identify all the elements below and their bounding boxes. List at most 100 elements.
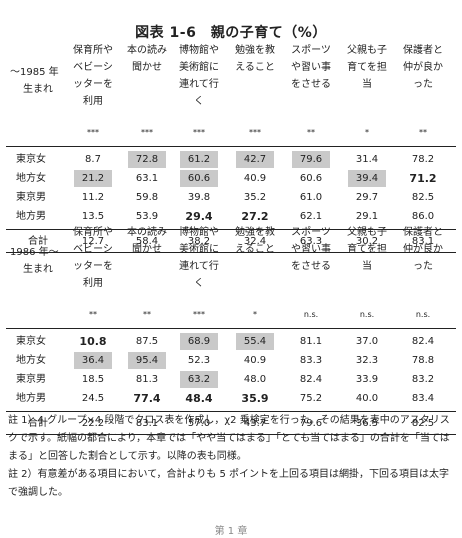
cohort-label-line: ～1985 年 [10, 67, 59, 78]
table-cell: 48.4 [185, 392, 213, 405]
total-cell: 58.4 [135, 236, 159, 247]
table-header: ～1985 年生まれ 保育所や ベビーシ ッターを 利用 *** 本の読み 聞かせ *** 博物館… [6, 42, 456, 142]
page-footer-partial: 第 1 章 [214, 526, 248, 537]
column-header-line: 聞かせ [132, 62, 162, 73]
table-row: 東京女 10.8 87.5 68.9 55.4 81.1 37.0 82.4 [6, 332, 456, 351]
significance-mark: *** [87, 128, 99, 137]
table-cell: 40.9 [243, 173, 267, 184]
table-cell: 21.2 [74, 170, 112, 187]
column-header: 本の読み 聞かせ [122, 224, 172, 258]
table-cell: 68.9 [180, 333, 218, 350]
bottom-rule [6, 434, 456, 435]
table-row: 地方男 24.5 77.4 48.4 35.9 75.2 40.0 83.4 [6, 389, 456, 408]
table-cell: 86.0 [411, 211, 435, 222]
column-header-line: ベビーシ [73, 62, 113, 73]
column-header-line: えること [235, 62, 275, 73]
significance-mark: ** [143, 310, 151, 319]
table-cell: 82.5 [411, 192, 435, 203]
table-cell: 82.4 [299, 374, 323, 385]
total-label: 合計 [28, 418, 48, 429]
table-cell: 59.8 [135, 192, 159, 203]
cohort-label: 1986 年～ 生まれ [10, 244, 66, 278]
column-header-line: 保育所や [73, 45, 113, 56]
column-header-line: ベビーシ [73, 244, 113, 255]
total-cell: 79.6 [299, 418, 323, 429]
table-cell: 81.1 [299, 336, 323, 347]
column-header-line: スポーツ [291, 45, 331, 56]
column-header-line: 育てを担 [347, 62, 387, 73]
significance-mark: ** [307, 128, 315, 137]
table-cell: 29.4 [185, 210, 213, 223]
significance-mark: *** [141, 128, 153, 137]
column-header-line: った [413, 261, 433, 272]
column-header: 父親も子 育てを担当 [342, 224, 392, 275]
note-2: 註 2）有意差がある項目において，合計よりも 5 ポイントを上回る項目は網掛，下… [8, 469, 450, 498]
cohort-label-line: 1986 年～ [10, 247, 59, 258]
total-cell: 82.5 [411, 418, 435, 429]
total-cell: 43.7 [243, 418, 267, 429]
total-cell: 12.7 [81, 236, 105, 247]
table-cell: 32.3 [355, 355, 379, 366]
column-header-line: 利用 [83, 278, 103, 289]
table-cell: 71.2 [409, 172, 437, 185]
significance-mark: *** [249, 128, 261, 137]
table-cell: 83.2 [411, 374, 435, 385]
column-header-line: 育てを担 [347, 244, 387, 255]
row-label: 地方男 [16, 393, 46, 404]
table-cell: 61.2 [180, 151, 218, 168]
significance-mark: n.s. [415, 310, 431, 319]
column-header-line: 保護者と [403, 45, 443, 56]
significance-mark: ** [89, 310, 97, 319]
column-header-line: ッターを [73, 79, 113, 90]
column-header-line: や習い事 [291, 244, 331, 255]
significance-mark: n.s. [359, 310, 375, 319]
table-row: 東京女 8.7 72.8 61.2 42.7 79.6 31.4 78.2 [6, 150, 456, 169]
table-cell: 40.0 [355, 393, 379, 404]
table-cell: 24.5 [81, 393, 105, 404]
table-cell: 83.4 [411, 393, 435, 404]
table-cell: 95.4 [128, 352, 166, 369]
total-row: 合計 22.2 83.1 57.0 43.7 79.6 36.5 82.5 [6, 414, 456, 433]
column-header-line: 当 [362, 261, 372, 272]
table-row: 地方女 36.4 95.4 52.3 40.9 83.3 32.3 78.8 [6, 351, 456, 370]
table-cell: 13.5 [81, 211, 105, 222]
total-cell: 32.4 [243, 236, 267, 247]
column-header-line: 当 [362, 79, 372, 90]
table-cell: 39.4 [348, 170, 386, 187]
column-header-line: をさせる [291, 261, 331, 272]
column-header: 本の読み 聞かせ [122, 42, 172, 76]
row-label: 東京女 [16, 154, 46, 165]
table-cell: 60.6 [180, 170, 218, 187]
column-header-line: ッターを [73, 261, 113, 272]
note-1: 註 1）4 グループ×4 段階でクロス表を作成し，χ2 乗検定を行った。その結果… [8, 415, 450, 462]
column-header-line: 勉強を教 [235, 45, 275, 56]
total-cell: 22.2 [81, 418, 105, 429]
significance-mark: *** [193, 310, 205, 319]
column-header-line: く [194, 278, 204, 289]
column-header-line: 博物館や [179, 227, 219, 238]
table-cell: 77.4 [133, 392, 161, 405]
table-cell: 62.1 [299, 211, 323, 222]
table-block-born-from-1986: 1986 年～ 生まれ 保育所や ベビーシ ッターを 利用 ** 本の読み 聞かせ ** 博物館や美… [6, 224, 456, 435]
column-header: 博物館や 美術館に 連れて行く [174, 224, 224, 292]
column-header-line: 本の読み [127, 45, 167, 56]
row-label: 東京男 [16, 374, 46, 385]
column-header-line: 仲が良か [403, 62, 443, 73]
table-cell: 35.9 [241, 392, 269, 405]
table-cell: 78.8 [411, 355, 435, 366]
column-header-line: 連れて行 [179, 79, 219, 90]
column-header-line: 父親も子 [347, 45, 387, 56]
row-label: 地方女 [16, 355, 46, 366]
row-label: 地方男 [16, 211, 46, 222]
bottom-rule [6, 252, 456, 253]
total-cell: 83.1 [135, 418, 159, 429]
column-header-line: をさせる [291, 79, 331, 90]
table-cell: 33.9 [355, 374, 379, 385]
column-header: 保護者と 仲が良か った [398, 42, 448, 93]
column-header-line: 父親も子 [347, 227, 387, 238]
total-cell: 83.1 [411, 236, 435, 247]
table-title: 図表 1-6 親の子育て（%） [135, 25, 327, 41]
table-block-born-until-1985: ～1985 年生まれ 保育所や ベビーシ ッターを 利用 *** 本の読み 聞かせ *** 博物館… [6, 42, 456, 253]
row-label: 地方女 [16, 173, 46, 184]
table-row: 地方女 21.2 63.1 60.6 40.9 60.6 39.4 71.2 [6, 169, 456, 188]
